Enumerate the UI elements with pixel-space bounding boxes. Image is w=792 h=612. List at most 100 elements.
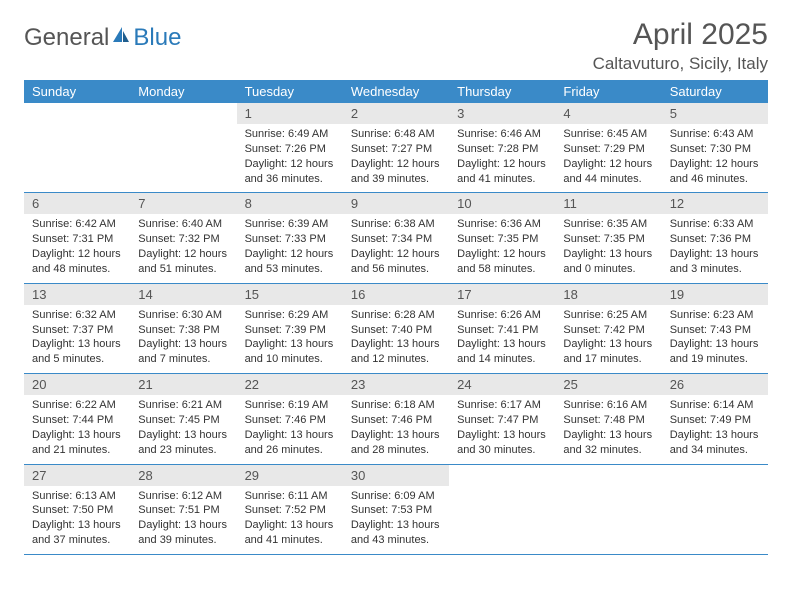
day-number: 6 <box>24 193 130 214</box>
calendar-day-cell: 28Sunrise: 6:12 AMSunset: 7:51 PMDayligh… <box>130 464 236 554</box>
calendar-day-cell: 18 Sunrise: 6:25 AMSunset: 7:42 PMDayligh… <box>555 283 661 373</box>
sunrise-text: Sunrise: 6:46 AM <box>457 127 547 142</box>
calendar-day-cell: 8Sunrise: 6:39 AMSunset: 7:33 PMDaylight… <box>237 193 343 283</box>
sunrise-text: Sunrise: 6:33 AM <box>670 217 760 232</box>
daylight-text: Daylight: 12 hours and 46 minutes. <box>670 157 760 187</box>
sunset-text: Sunset: 7:38 PM <box>138 323 228 338</box>
day-number: 20 <box>24 374 130 395</box>
day-number: 4 <box>555 103 661 124</box>
daylight-text: Daylight: 13 hours and 34 minutes. <box>670 428 760 458</box>
calendar-day-cell: 23Sunrise: 6:18 AMSunset: 7:46 PMDayligh… <box>343 374 449 464</box>
day-number: 16 <box>343 284 449 305</box>
sunrise-text: Sunrise: 6:29 AM <box>245 308 335 323</box>
sunrise-text: Sunrise: 6:26 AM <box>457 308 547 323</box>
calendar-day-cell: 16Sunrise: 6:28 AMSunset: 7:40 PMDayligh… <box>343 283 449 373</box>
daylight-text: Daylight: 13 hours and 43 minutes. <box>351 518 441 548</box>
day-details: Sunrise: 6:09 AMSunset: 7:53 PMDaylight:… <box>343 486 449 554</box>
daylight-text: Daylight: 12 hours and 58 minutes. <box>457 247 547 277</box>
day-details: Sunrise: 6:40 AMSunset: 7:32 PMDaylight:… <box>130 214 236 282</box>
calendar-body: 1Sunrise: 6:49 AMSunset: 7:26 PMDaylight… <box>24 103 768 554</box>
day-number: 5 <box>662 103 768 124</box>
weekday-header-row: Sunday Monday Tuesday Wednesday Thursday… <box>24 80 768 103</box>
sunrise-text: Sunrise: 6:32 AM <box>32 308 122 323</box>
sunrise-text: Sunrise: 6:38 AM <box>351 217 441 232</box>
day-details: Sunrise: 6:17 AMSunset: 7:47 PMDaylight:… <box>449 395 555 463</box>
sunrise-text: Sunrise: 6:35 AM <box>563 217 653 232</box>
sunrise-text: Sunrise: 6:23 AM <box>670 308 760 323</box>
calendar-day-cell: 6Sunrise: 6:42 AMSunset: 7:31 PMDaylight… <box>24 193 130 283</box>
sunset-text: Sunset: 7:34 PM <box>351 232 441 247</box>
calendar-day-cell: 27Sunrise: 6:13 AMSunset: 7:50 PMDayligh… <box>24 464 130 554</box>
calendar-week-row: 6Sunrise: 6:42 AMSunset: 7:31 PMDaylight… <box>24 193 768 283</box>
month-title: April 2025 <box>593 18 768 52</box>
title-block: April 2025 Caltavuturo, Sicily, Italy <box>593 18 768 74</box>
daylight-text: Daylight: 13 hours and 14 minutes. <box>457 337 547 367</box>
sunrise-text: Sunrise: 6:30 AM <box>138 308 228 323</box>
sunset-text: Sunset: 7:35 PM <box>563 232 653 247</box>
day-details: Sunrise: 6:45 AMSunset: 7:29 PMDaylight:… <box>555 124 661 192</box>
day-number: 18 <box>555 284 661 305</box>
sunrise-text: Sunrise: 6:25 AM <box>563 308 653 323</box>
calendar-day-cell: 19Sunrise: 6:23 AMSunset: 7:43 PMDayligh… <box>662 283 768 373</box>
day-details: Sunrise: 6:28 AMSunset: 7:40 PMDaylight:… <box>343 305 449 373</box>
sunset-text: Sunset: 7:42 PM <box>563 323 653 338</box>
calendar-week-row: 27Sunrise: 6:13 AMSunset: 7:50 PMDayligh… <box>24 464 768 554</box>
day-details: Sunrise: 6:39 AMSunset: 7:33 PMDaylight:… <box>237 214 343 282</box>
daylight-text: Daylight: 13 hours and 5 minutes. <box>32 337 122 367</box>
day-number: 30 <box>343 465 449 486</box>
daylight-text: Daylight: 13 hours and 41 minutes. <box>245 518 335 548</box>
calendar-day-cell: 25Sunrise: 6:16 AMSunset: 7:48 PMDayligh… <box>555 374 661 464</box>
sunset-text: Sunset: 7:28 PM <box>457 142 547 157</box>
daylight-text: Daylight: 12 hours and 48 minutes. <box>32 247 122 277</box>
daylight-text: Daylight: 13 hours and 28 minutes. <box>351 428 441 458</box>
sunrise-text: Sunrise: 6:40 AM <box>138 217 228 232</box>
day-number: 25 <box>555 374 661 395</box>
logo: General Blue <box>24 24 181 52</box>
sunset-text: Sunset: 7:29 PM <box>563 142 653 157</box>
day-number: 24 <box>449 374 555 395</box>
day-number: 8 <box>237 193 343 214</box>
calendar-day-cell: 15Sunrise: 6:29 AMSunset: 7:39 PMDayligh… <box>237 283 343 373</box>
calendar-day-cell <box>24 103 130 193</box>
daylight-text: Daylight: 13 hours and 12 minutes. <box>351 337 441 367</box>
sunrise-text: Sunrise: 6:11 AM <box>245 489 335 504</box>
calendar-day-cell <box>555 464 661 554</box>
day-number: 11 <box>555 193 661 214</box>
day-number: 1 <box>237 103 343 124</box>
day-number: 26 <box>662 374 768 395</box>
daylight-text: Daylight: 13 hours and 30 minutes. <box>457 428 547 458</box>
sunrise-text: Sunrise: 6:17 AM <box>457 398 547 413</box>
header: General Blue April 2025 Caltavuturo, Sic… <box>24 18 768 74</box>
calendar-day-cell: 7Sunrise: 6:40 AMSunset: 7:32 PMDaylight… <box>130 193 236 283</box>
calendar-day-cell: 20Sunrise: 6:22 AMSunset: 7:44 PMDayligh… <box>24 374 130 464</box>
daylight-text: Daylight: 12 hours and 41 minutes. <box>457 157 547 187</box>
sunrise-text: Sunrise: 6:22 AM <box>32 398 122 413</box>
sunset-text: Sunset: 7:31 PM <box>32 232 122 247</box>
day-number: 21 <box>130 374 236 395</box>
daylight-text: Daylight: 13 hours and 37 minutes. <box>32 518 122 548</box>
daylight-text: Daylight: 12 hours and 56 minutes. <box>351 247 441 277</box>
daylight-text: Daylight: 12 hours and 44 minutes. <box>563 157 653 187</box>
weekday-header: Saturday <box>662 80 768 103</box>
sunrise-text: Sunrise: 6:18 AM <box>351 398 441 413</box>
daylight-text: Daylight: 12 hours and 36 minutes. <box>245 157 335 187</box>
day-details: Sunrise: 6:23 AMSunset: 7:43 PMDaylight:… <box>662 305 768 373</box>
daylight-text: Daylight: 13 hours and 3 minutes. <box>670 247 760 277</box>
sunset-text: Sunset: 7:52 PM <box>245 503 335 518</box>
sunrise-text: Sunrise: 6:49 AM <box>245 127 335 142</box>
sunrise-text: Sunrise: 6:43 AM <box>670 127 760 142</box>
calendar-day-cell: 22Sunrise: 6:19 AMSunset: 7:46 PMDayligh… <box>237 374 343 464</box>
sunrise-text: Sunrise: 6:21 AM <box>138 398 228 413</box>
day-details: Sunrise: 6:19 AMSunset: 7:46 PMDaylight:… <box>237 395 343 463</box>
day-number: 3 <box>449 103 555 124</box>
calendar-week-row: 1Sunrise: 6:49 AMSunset: 7:26 PMDaylight… <box>24 103 768 193</box>
calendar-day-cell: 24Sunrise: 6:17 AMSunset: 7:47 PMDayligh… <box>449 374 555 464</box>
day-details: Sunrise: 6:29 AMSunset: 7:39 PMDaylight:… <box>237 305 343 373</box>
daylight-text: Daylight: 13 hours and 17 minutes. <box>563 337 653 367</box>
day-number: 2 <box>343 103 449 124</box>
day-details: Sunrise: 6:18 AMSunset: 7:46 PMDaylight:… <box>343 395 449 463</box>
sunset-text: Sunset: 7:50 PM <box>32 503 122 518</box>
day-details: Sunrise: 6:35 AMSunset: 7:35 PMDaylight:… <box>555 214 661 282</box>
sunset-text: Sunset: 7:45 PM <box>138 413 228 428</box>
day-details: Sunrise: 6:11 AMSunset: 7:52 PMDaylight:… <box>237 486 343 554</box>
